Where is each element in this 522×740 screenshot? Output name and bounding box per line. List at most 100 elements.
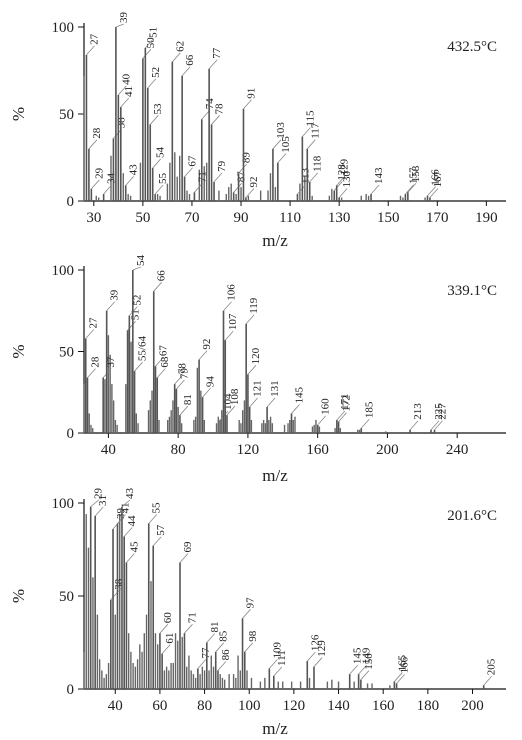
y-tick-label: 100 — [52, 20, 75, 36]
peak-label: 66 — [156, 270, 168, 282]
peak-label: 157 — [407, 167, 419, 184]
peak-label: 97 — [245, 597, 257, 609]
peak-leader-line — [313, 657, 323, 667]
peak-label: 160 — [320, 398, 332, 415]
peak-leader-line — [269, 659, 278, 669]
peak-label: 44 — [126, 515, 138, 527]
peak-label: 41 — [123, 86, 135, 97]
peak-leader-line — [247, 365, 257, 375]
x-tick-label: 130 — [328, 210, 351, 226]
peak-leader-line — [197, 659, 207, 669]
peak-leader-line — [106, 301, 115, 312]
peak-leader-line — [120, 97, 130, 108]
peak-label: 85 — [218, 630, 230, 642]
peak-leader-line — [245, 314, 255, 325]
peak-leader-line — [306, 139, 316, 150]
x-tick-label: 240 — [446, 442, 469, 458]
peak-leader-line — [360, 670, 370, 680]
peak-label: 39 — [109, 289, 121, 301]
peak-label: 131 — [269, 380, 281, 397]
peak-label: 149 — [361, 647, 373, 664]
peak-label: 111 — [276, 650, 288, 666]
peak-label: 172 — [341, 395, 353, 412]
peak-leader-line — [244, 642, 254, 653]
y-tick-label: 100 — [52, 263, 75, 279]
peak-label: 145 — [294, 386, 306, 403]
peak-leader-line — [409, 420, 419, 431]
peak-label: 143 — [373, 167, 385, 184]
peak-label: 150 — [363, 653, 375, 670]
peak-leader-line — [217, 661, 227, 671]
peak-label: 27 — [88, 33, 100, 45]
peak-leader-line — [394, 672, 403, 682]
peak-leader-line — [233, 183, 242, 193]
peak-label: 166 — [399, 656, 411, 673]
x-tick-label: 170 — [426, 210, 449, 226]
peak-label: 91 — [245, 88, 257, 99]
peak-label: 118 — [312, 155, 324, 172]
x-tick-label: 110 — [279, 210, 301, 226]
peak-leader-line — [272, 139, 282, 150]
peak-label: 78 — [214, 103, 226, 115]
peak-leader-line — [309, 172, 319, 183]
peak-label: 62 — [174, 41, 186, 52]
peak-label: 27 — [88, 317, 100, 329]
temperature-label: 339.1°C — [447, 283, 497, 299]
peak-leader-line — [91, 179, 100, 190]
peak-label: 145 — [352, 647, 364, 664]
y-tick-label: 0 — [67, 426, 75, 442]
peak-label: 41 — [119, 502, 131, 513]
x-tick-label: 120 — [237, 442, 260, 458]
peak-leader-line — [86, 45, 95, 56]
y-axis-title: % — [9, 589, 28, 603]
x-tick-label: 30 — [86, 210, 101, 226]
x-tick-label: 150 — [377, 210, 400, 226]
x-tick-label: 100 — [238, 698, 261, 714]
peak-label: 51 — [130, 309, 142, 320]
peak-leader-line — [273, 666, 283, 677]
peak-label: 92 — [248, 177, 260, 188]
peak-leader-line — [198, 350, 208, 360]
peak-label: 66 — [184, 54, 196, 66]
x-tick-label: 160 — [306, 442, 329, 458]
peak-label: 106 — [226, 284, 238, 301]
x-axis-title: m/z — [262, 231, 288, 250]
peak-label: 92 — [201, 339, 213, 350]
peak-label: 98 — [247, 630, 259, 642]
spectrum-panel-middle: 0 50 100 40 80 120 160 200 240 27 28 37 39 51 52 54 55/6… — [9, 255, 506, 485]
peak-label: 53 — [152, 103, 164, 115]
peak-label: 77 — [211, 47, 223, 59]
peak-leader-line — [483, 676, 492, 686]
peak-label: 89 — [241, 152, 253, 164]
peak-label: 227 — [437, 403, 449, 420]
peak-leader-line — [338, 412, 347, 422]
peak-label: 29 — [93, 167, 105, 179]
peak-leader-line — [179, 553, 189, 563]
x-axis-title: m/z — [262, 466, 288, 485]
peak-label: 79 — [216, 160, 228, 172]
peak-leader-line — [181, 66, 191, 76]
y-tick-label: 50 — [59, 107, 74, 123]
peak-leader-line — [184, 623, 193, 634]
peak-leader-line — [208, 59, 218, 70]
peak-label: 166 — [429, 169, 441, 186]
peak-label: 60 — [162, 612, 174, 624]
peak-leader-line — [90, 499, 99, 508]
peak-leader-line — [211, 115, 220, 125]
peak-leader-line — [153, 281, 163, 292]
peak-label: 69 — [182, 541, 194, 553]
peak-label: 107 — [227, 313, 239, 330]
peak-leader-line — [291, 404, 300, 414]
peak-leader-line — [249, 397, 258, 408]
x-tick-label: 70 — [184, 210, 199, 226]
x-tick-label: 80 — [171, 442, 186, 458]
peak-leader-line — [358, 664, 367, 675]
peak-leader-line — [430, 420, 440, 431]
peak-label: 57 — [155, 524, 167, 536]
peak-label: 39 — [115, 508, 127, 520]
peak-leader-line — [155, 356, 164, 367]
peak-label: 225 — [433, 403, 445, 420]
x-tick-label: 200 — [376, 442, 399, 458]
peak-leader-line — [88, 139, 98, 150]
